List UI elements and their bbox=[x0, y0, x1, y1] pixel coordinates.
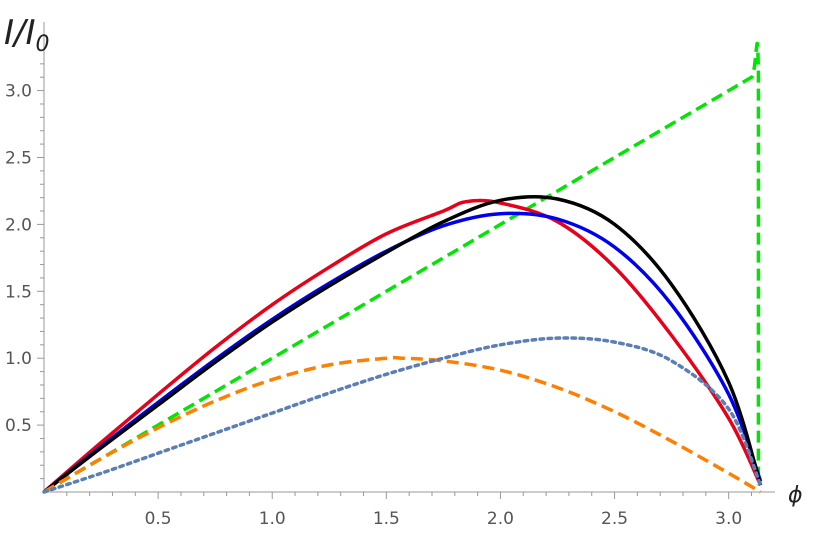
series-line-5 bbox=[43, 355, 762, 494]
x-tick-label: 2.5 bbox=[601, 509, 628, 529]
axes: 0.5 1.0 1.5 2.0 2.5 3.0 0.5 1.0 1.5 2.0 2.5 3.0 bbox=[5, 22, 775, 529]
y-axis-label-subscript: 0 bbox=[36, 32, 50, 57]
series-line-2 bbox=[42, 198, 763, 494]
x-tick-label: 0.5 bbox=[145, 509, 172, 529]
y-tick-label: 0.5 bbox=[5, 416, 32, 436]
x-tick-label: 1.0 bbox=[259, 509, 286, 529]
y-tick-label: 2.0 bbox=[5, 215, 32, 235]
y-axis-label-main: I/I bbox=[4, 13, 36, 53]
series-layer bbox=[42, 41, 763, 494]
x-axis-label: ϕ bbox=[788, 483, 803, 508]
series-line-6 bbox=[42, 336, 763, 494]
y-tick-label: 3.0 bbox=[5, 82, 32, 102]
series-line-4 bbox=[42, 194, 763, 494]
y-tick-label: 2.5 bbox=[5, 149, 32, 169]
y-axis-label: I/I0 bbox=[4, 13, 50, 57]
y-tick-label: 1.0 bbox=[5, 349, 32, 369]
x-tick-label: 1.5 bbox=[373, 509, 400, 529]
y-tick-label: 1.5 bbox=[5, 282, 32, 302]
series-line-1 bbox=[43, 41, 761, 494]
x-tick-label: 3.0 bbox=[715, 509, 742, 529]
x-tick-label: 2.0 bbox=[487, 509, 514, 529]
